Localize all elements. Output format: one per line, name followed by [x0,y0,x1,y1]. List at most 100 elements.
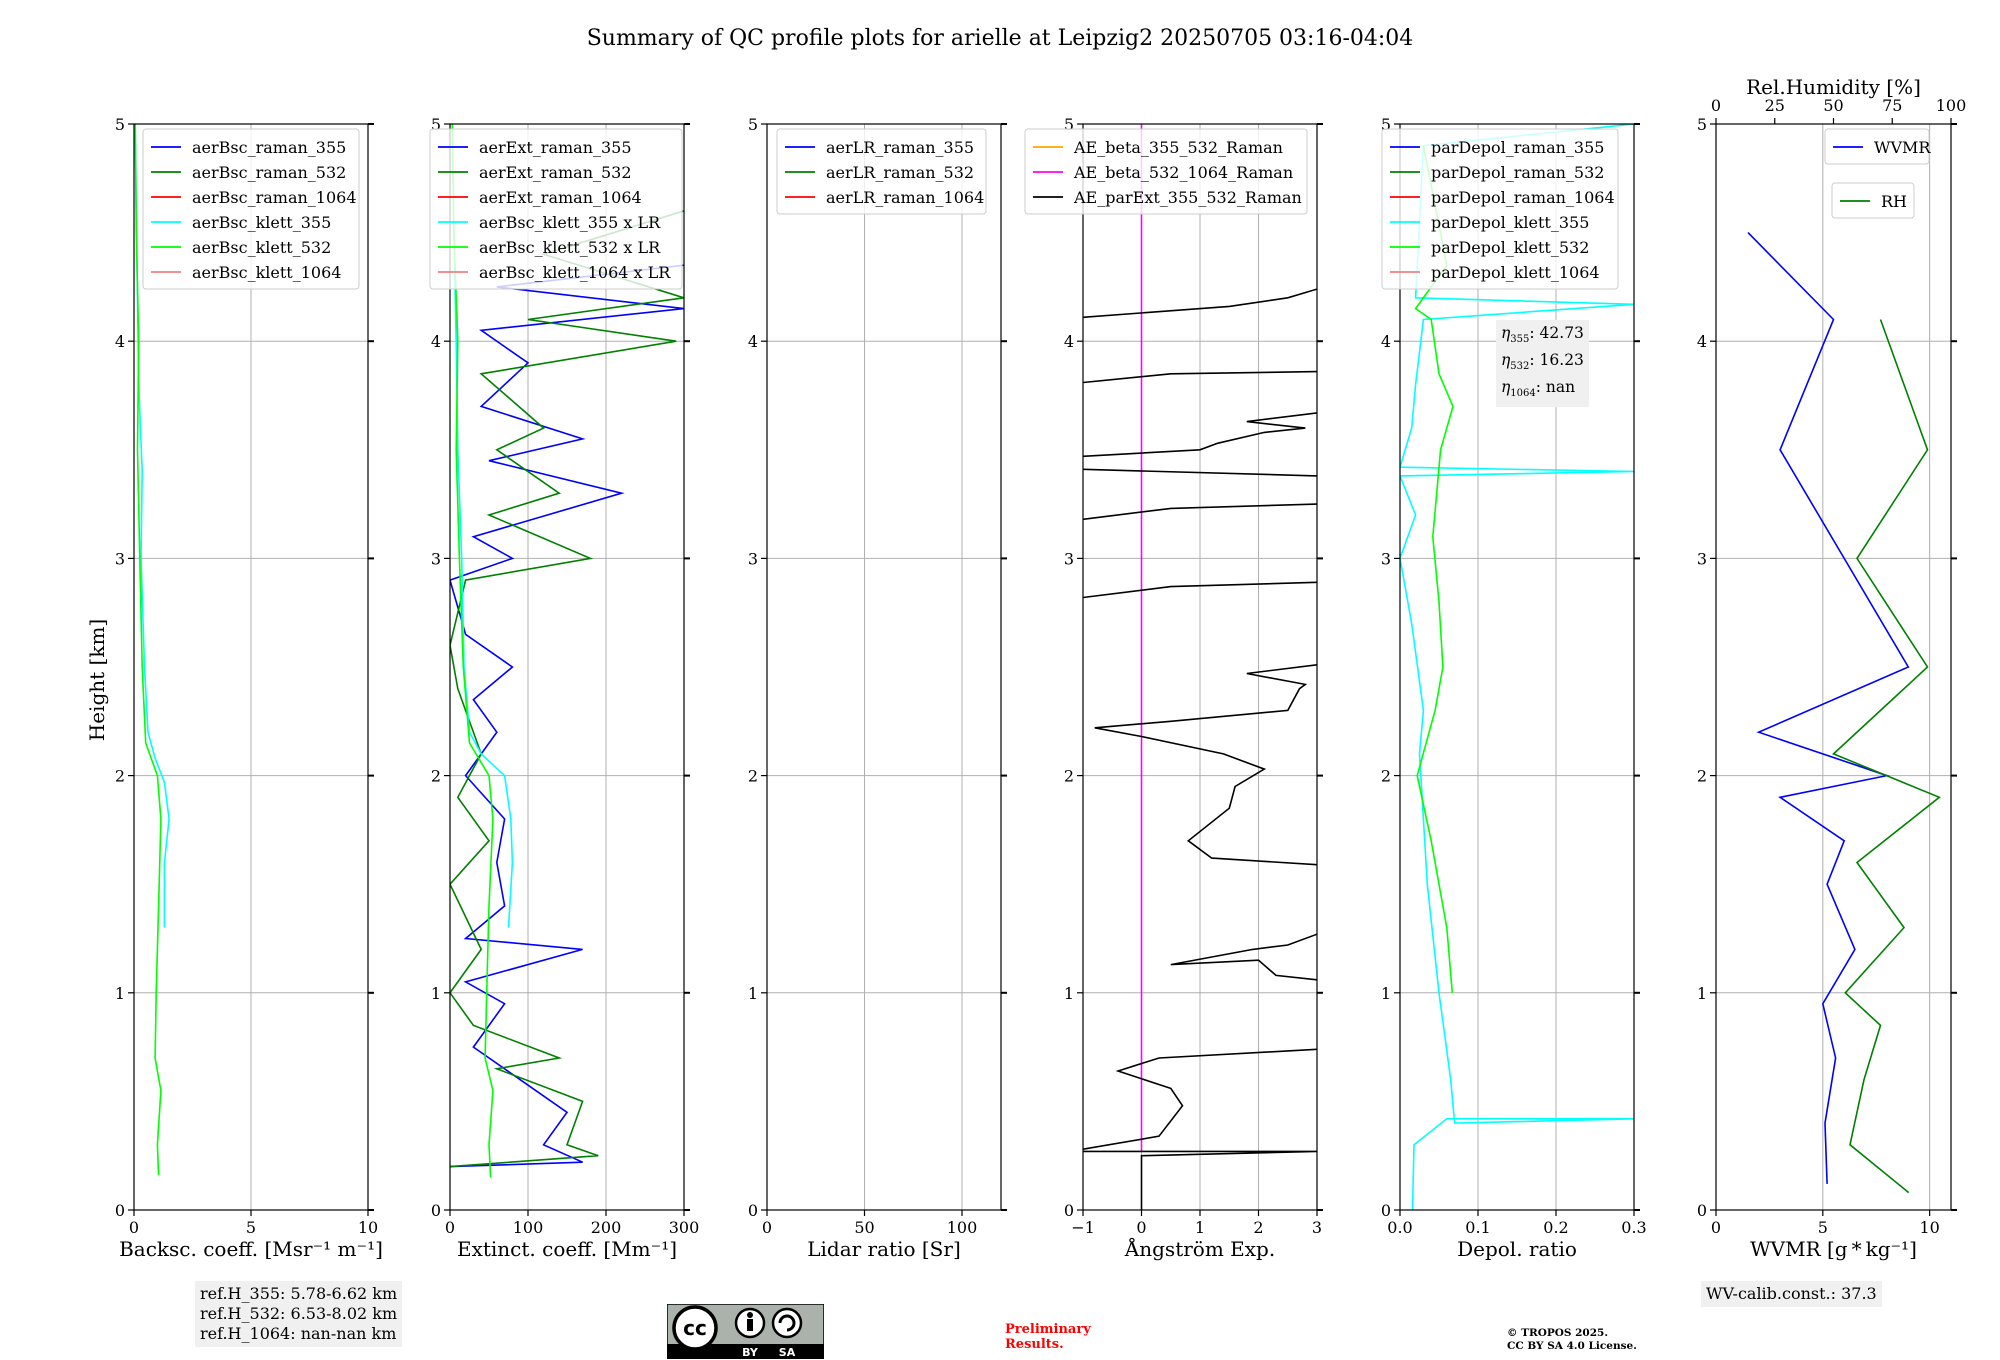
y-tick-label-2: 2 [115,767,125,786]
series-line-2 [1083,1150,1317,1210]
figure-title: Summary of QC profile plots for arielle … [587,26,1414,51]
legend-label-4: parDepol_klett_355 [1431,213,1589,232]
legend-label-6: aerBsc_klett_1064 x LR [479,263,671,282]
top-tick-label-4: 100 [1936,96,1967,115]
y-tick-label-3: 3 [748,549,758,568]
y-tick-label-4: 4 [1381,332,1391,351]
x-axis-label: WVMR [g * kg⁻¹] [1750,1237,1917,1261]
x-tick-label-1: 0.1 [1465,1218,1490,1237]
eta-box: η355: 42.73 η532: 16.23 η1064: nan [1496,320,1589,408]
x-tick-label-1: 5 [246,1218,256,1237]
series-line-1 [1400,124,1634,1210]
legend-6: WVMR [1824,128,1931,165]
eta-532-value: 16.23 [1539,351,1584,370]
series-line-8 [1083,468,1317,477]
legend-label-2: aerLR_raman_532 [826,163,974,182]
wv-calibration-box: WV-calib.const.: 37.3 [1701,1281,1882,1307]
legend-label-5: parDepol_klett_532 [1431,238,1589,257]
legend-label-2: AE_beta_532_1064_Raman [1073,163,1293,182]
legend-5: parDepol_raman_355 parDepol_raman_532 parD… [1381,128,1619,290]
x-tick-label-0: −1 [1071,1218,1095,1237]
series-line-3 [1083,1048,1317,1150]
y-tick-label-0: 0 [1064,1201,1074,1220]
legend-label-2: aerExt_raman_532 [479,163,632,182]
panel-2: 0 100 200 300 0 1 2 3 4 5 Extinct. coeff. [Mm⁻¹] [431,115,699,1261]
y-tick-label-3: 3 [1381,549,1391,568]
top-tick-label-2: 50 [1823,96,1843,115]
x-tick-label-1: 100 [513,1218,544,1237]
y-tick-label-3: 3 [1697,549,1707,568]
axes-frame [449,123,685,1211]
copyright-note: © TROPOS 2025. CC BY SA 4.0 License. [1507,1327,1637,1353]
copyright-line-1: © TROPOS 2025. [1507,1327,1609,1339]
refh-355: ref.H_355: 5.78-6.62 km [200,1284,398,1303]
svg-text:cc: cc [683,1316,707,1340]
x-tick-label-0: 0 [762,1218,772,1237]
panel-5: 0.0 0.1 0.2 0.3 0 1 2 3 4 5 Depol. ratio [1381,115,1647,1261]
cc-by-sa-license-icon: cc BY SA [667,1304,824,1359]
y-tick-label-3: 3 [1064,549,1074,568]
x-axis-label: Backsc. coeff. [Msr⁻¹ m⁻¹] [119,1237,383,1261]
x-tick-label-3: 2 [1253,1218,1263,1237]
copyright-line-2: CC BY SA 4.0 License. [1507,1340,1637,1352]
cc-sa-text: SA [779,1346,796,1359]
axes-frame [766,123,1002,1211]
legend-label-3: aerExt_raman_1064 [479,188,642,207]
series-line-9 [1083,412,1317,458]
x-axis-label: Extinct. coeff. [Mm⁻¹] [457,1237,677,1261]
series-line-2 [1414,145,1454,993]
x-tick-label-2: 100 [947,1218,978,1237]
legend-frame [1831,182,1915,219]
series-line-6 [1083,581,1317,599]
series-line-10 [1083,370,1317,384]
legend-label-3: aerBsc_raman_1064 [192,188,357,207]
top-tick-label-1: 25 [1765,96,1785,115]
series-line-2 [1832,319,1941,1194]
legend-label-3: AE_parExt_355_532_Raman [1073,188,1302,207]
legend-frame [1381,128,1619,290]
legend-frame [1024,128,1308,215]
y-tick-label-2: 2 [431,767,441,786]
x-axis-label: Ångström Exp. [1124,1236,1275,1261]
legend-frame [142,128,360,290]
legend-frame [776,128,987,215]
x-tick-label-2: 0.2 [1543,1218,1568,1237]
top-tick-label-0: 0 [1711,96,1721,115]
y-tick-label-1: 1 [431,984,441,1003]
series-line-1 [450,264,684,1168]
legend-label-2: parDepol_raman_532 [1431,163,1604,182]
legend-label-3: aerLR_raman_1064 [826,188,984,207]
y-tick-label-5: 5 [431,115,441,134]
refh-1064: ref.H_1064: nan-nan km [200,1324,397,1343]
eta-532-line: η532: 16.23 [1501,351,1584,373]
x-tick-label-1: 50 [854,1218,874,1237]
y-tick-label-5: 5 [748,115,758,134]
y-tick-label-0: 0 [431,1201,441,1220]
top-tick-label-3: 75 [1882,96,1902,115]
legend-frame [1824,128,1930,165]
x-tick-label-0: 0.0 [1387,1218,1412,1237]
preliminary-line-1: Preliminary [1005,1322,1091,1337]
series-line-11 [1083,288,1317,319]
legend-3: aerLR_raman_355 aerLR_raman_532 aerLR_rama… [776,128,987,215]
y-tick-label-5: 5 [115,115,125,134]
x-tick-label-3: 300 [669,1218,700,1237]
y-tick-label-0: 0 [748,1201,758,1220]
x-tick-label-0: 0 [129,1218,139,1237]
legend-7: RH [1831,182,1915,219]
y-tick-label-0: 0 [1381,1201,1391,1220]
y-tick-label-4: 4 [115,332,125,351]
legend-label-1: RH [1881,192,1907,211]
x-tick-label-2: 1 [1195,1218,1205,1237]
preliminary-line-2: Results. [1005,1337,1064,1352]
series-line-2 [134,124,162,1176]
y-tick-label-4: 4 [431,332,441,351]
eta-1064-line: η1064: nan [1501,378,1576,400]
top-axis-label: Rel.Humidity [%] [1746,75,1921,99]
refh-532: ref.H_532: 6.53-8.02 km [200,1304,398,1323]
legend-label-6: parDepol_klett_1064 [1431,263,1600,282]
legend-label-5: aerBsc_klett_532 [192,238,331,257]
